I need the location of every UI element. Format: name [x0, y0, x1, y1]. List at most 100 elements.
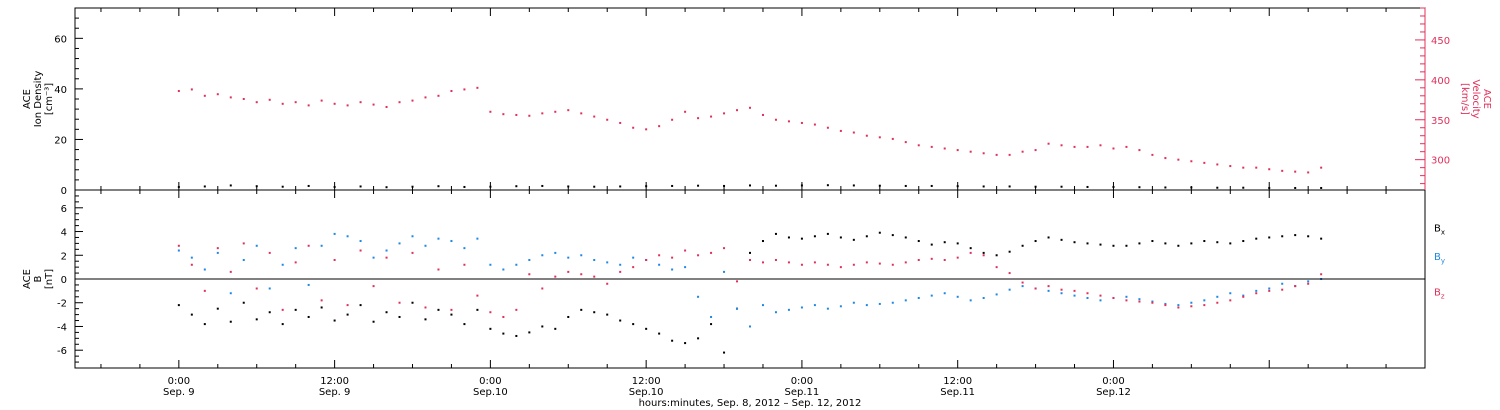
- data-point: [1008, 153, 1011, 156]
- data-point: [1008, 250, 1011, 253]
- data-point: [229, 292, 232, 295]
- data-point: [398, 315, 401, 318]
- x-tick-time: 0:00: [168, 376, 190, 387]
- data-point: [1255, 292, 1258, 295]
- x-tick-date: Sep.10: [629, 387, 664, 398]
- data-point: [593, 311, 596, 314]
- top-series: [177, 86, 1323, 189]
- data-point: [489, 327, 492, 330]
- data-point: [294, 261, 297, 264]
- data-point: [774, 232, 777, 235]
- data-point: [346, 304, 349, 307]
- data-point: [865, 304, 868, 307]
- data-point: [982, 296, 985, 299]
- data-point: [943, 259, 946, 262]
- data-point: [541, 184, 544, 187]
- data-point: [489, 110, 492, 113]
- data-point: [697, 184, 700, 187]
- data-point: [424, 318, 427, 321]
- bottom-left-tick-label: -4: [57, 322, 67, 333]
- data-point: [852, 131, 855, 134]
- x-tick-time: 12:00: [943, 376, 972, 387]
- bottom-left-title-line3: [nT]: [44, 269, 55, 289]
- data-point: [515, 113, 518, 116]
- data-point: [385, 256, 388, 259]
- data-point: [372, 256, 375, 259]
- data-point: [463, 185, 466, 188]
- data-point: [398, 242, 401, 245]
- data-point: [255, 244, 258, 247]
- data-point: [476, 294, 479, 297]
- data-point: [1060, 185, 1063, 188]
- data-point: [385, 311, 388, 314]
- data-point: [1216, 163, 1219, 166]
- data-point: [800, 184, 803, 187]
- data-point: [1125, 244, 1128, 247]
- data-point: [333, 232, 336, 235]
- data-point: [372, 320, 375, 323]
- data-point: [567, 256, 570, 259]
- data-point: [904, 141, 907, 144]
- data-point: [593, 185, 596, 188]
- data-point: [424, 96, 427, 99]
- data-point: [1307, 171, 1310, 174]
- data-point: [1112, 185, 1115, 188]
- data-point: [969, 251, 972, 254]
- top-right-tick-label: 300: [1431, 156, 1450, 167]
- data-point: [1242, 295, 1245, 298]
- data-point: [1268, 236, 1271, 239]
- data-point: [281, 185, 284, 188]
- legend-by: By: [1434, 252, 1445, 265]
- data-point: [229, 320, 232, 323]
- data-point: [1190, 160, 1193, 163]
- data-point: [281, 263, 284, 266]
- data-point: [580, 273, 583, 276]
- data-point: [1099, 294, 1102, 297]
- data-point: [437, 237, 440, 240]
- data-point: [463, 323, 466, 326]
- data-point: [787, 308, 790, 311]
- x-tick-time: 12:00: [320, 376, 349, 387]
- data-point: [774, 259, 777, 262]
- data-point: [930, 294, 933, 297]
- data-point: [684, 266, 687, 269]
- data-point: [502, 332, 505, 335]
- data-point: [333, 259, 336, 262]
- data-point: [736, 307, 739, 310]
- data-point: [177, 185, 180, 188]
- data-point: [813, 304, 816, 307]
- data-point: [554, 275, 557, 278]
- data-point: [411, 235, 414, 238]
- data-point: [372, 285, 375, 288]
- data-point: [813, 235, 816, 238]
- data-point: [619, 185, 622, 188]
- data-point: [761, 304, 764, 307]
- data-point: [671, 256, 674, 259]
- data-point: [839, 305, 842, 308]
- data-point: [294, 247, 297, 250]
- data-point: [1164, 242, 1167, 245]
- data-point: [528, 273, 531, 276]
- data-point: [1242, 166, 1245, 169]
- data-point: [787, 261, 790, 264]
- bottom-left-title-line2: B: [33, 275, 44, 282]
- data-point: [1177, 304, 1180, 307]
- data-point: [1034, 185, 1037, 188]
- data-point: [307, 244, 310, 247]
- data-point: [502, 315, 505, 318]
- data-point: [852, 263, 855, 266]
- top-panel-frame: [74, 7, 1426, 191]
- bottom-left-tick-label: -6: [57, 346, 67, 357]
- x-tick-time: 0:00: [1102, 376, 1124, 387]
- x-tick-date: Sep.12: [1096, 387, 1131, 398]
- data-point: [1047, 142, 1050, 145]
- data-point: [658, 254, 661, 257]
- data-point: [658, 263, 661, 266]
- data-point: [1203, 161, 1206, 164]
- data-point: [593, 259, 596, 262]
- data-point: [619, 319, 622, 322]
- data-point: [203, 94, 206, 97]
- data-point: [1138, 300, 1141, 303]
- data-point: [1255, 289, 1258, 292]
- data-point: [723, 112, 726, 115]
